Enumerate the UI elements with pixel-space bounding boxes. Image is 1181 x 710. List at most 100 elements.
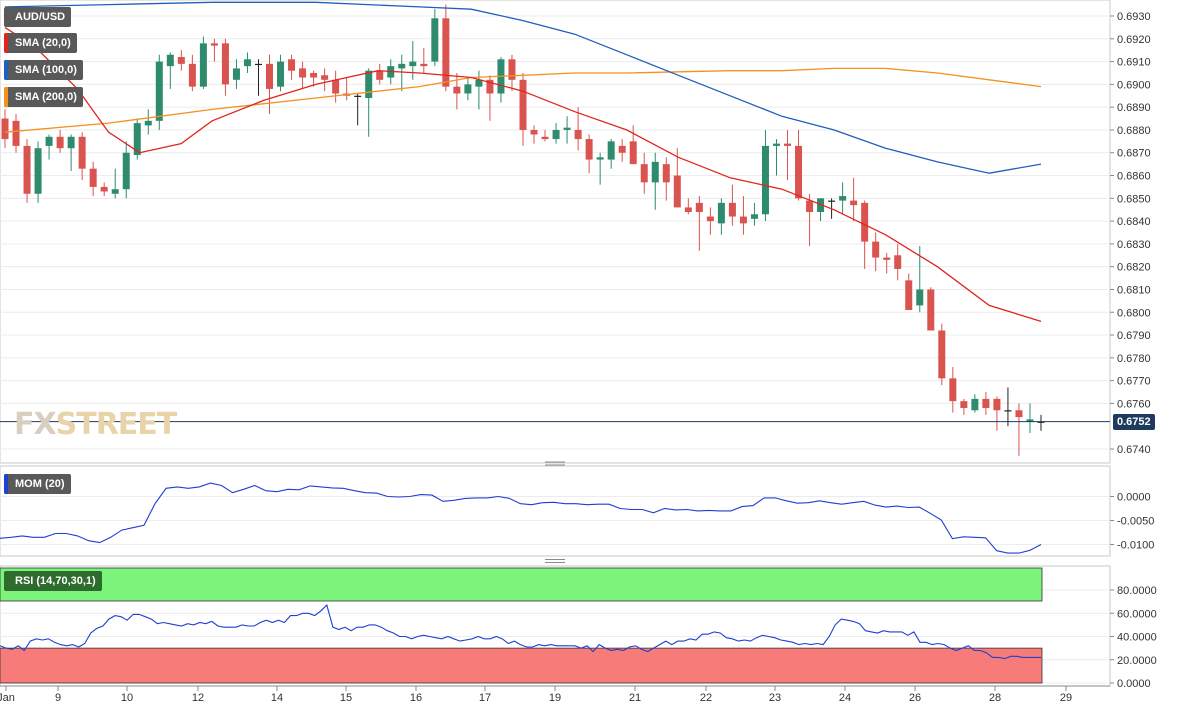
candle-body: [828, 200, 836, 202]
candle-body: [894, 255, 902, 269]
candle-body: [177, 57, 185, 64]
candle-body: [795, 145, 803, 199]
candle-body: [67, 136, 75, 149]
candle-body: [288, 59, 296, 71]
candle-body: [453, 86, 461, 94]
legend-mom: MOM (20): [4, 474, 71, 494]
x-tick-label: 28: [989, 692, 1001, 704]
symbol-label: AUD/USD: [4, 7, 72, 27]
candle-body: [365, 70, 373, 99]
price-tick-label: 0.6930: [1117, 11, 1151, 23]
candle-body: [299, 68, 307, 78]
price-tick-label: 0.6840: [1117, 216, 1151, 228]
rsi-oversold-zone: [0, 647, 1043, 684]
candle-body: [960, 401, 968, 408]
candle-body: [310, 72, 318, 78]
legend-sma200-swatch: [4, 87, 8, 107]
price-tick-label: 0.6810: [1117, 284, 1151, 296]
x-tick-label: 22: [700, 692, 712, 704]
candle-body: [850, 200, 858, 206]
x-tick-label: 16: [410, 692, 422, 704]
x-tick-label: 10: [121, 692, 133, 704]
candle-body: [1037, 421, 1045, 423]
candle-body: [45, 136, 53, 146]
price-tick-label: 0.6870: [1117, 148, 1151, 160]
candle-body: [993, 398, 1001, 411]
mom-tick-label: 0.0000: [1117, 492, 1151, 504]
rsi-overbought-zone: [0, 567, 1043, 602]
candle-body: [376, 70, 384, 80]
price-tick-label: 0.6830: [1117, 239, 1151, 251]
x-tick-label: 15: [340, 692, 352, 704]
candle-body: [111, 189, 119, 194]
price-tick-label: 0.6920: [1117, 34, 1151, 46]
x-tick-label: 29: [1060, 692, 1072, 704]
price-tick-label: 0.6910: [1117, 57, 1151, 69]
candle-body: [519, 79, 527, 130]
price-tick-label: 0.6760: [1117, 398, 1151, 410]
candle-body: [541, 136, 549, 140]
candle-body: [133, 123, 141, 156]
candle-body: [784, 143, 792, 146]
x-tick-label: 12: [192, 692, 204, 704]
candle-body: [1015, 410, 1023, 418]
pane-splitter-0: [545, 461, 565, 463]
fxstreet-watermark: FXSTREET: [14, 407, 177, 442]
candle-body: [739, 216, 747, 224]
candle-body: [607, 141, 615, 160]
candle-body: [442, 18, 450, 87]
price-tick-label: 0.6740: [1117, 444, 1151, 456]
mom-tick-label: -0.0050: [1117, 516, 1154, 528]
price-tick-label: 0.6880: [1117, 125, 1151, 137]
candle-body: [332, 79, 340, 94]
rsi-tick-label: 20.0000: [1117, 655, 1157, 667]
candle-body: [640, 164, 648, 183]
candle-body: [772, 143, 780, 146]
price-tick-label: 0.6800: [1117, 307, 1151, 319]
price-tick-label: 0.6770: [1117, 376, 1151, 388]
candle-body: [1, 118, 9, 140]
candle-body: [475, 79, 483, 87]
candle-body: [574, 129, 582, 140]
candle-body: [210, 43, 218, 46]
candle-body: [23, 145, 31, 194]
price-tick-label: 0.6820: [1117, 262, 1151, 274]
candle-body: [100, 186, 108, 192]
price-tick-label: 0.6860: [1117, 171, 1151, 183]
candle-body: [354, 95, 362, 97]
candle-body: [232, 68, 240, 80]
candle-body: [761, 145, 769, 215]
candle-body: [12, 120, 20, 146]
mom-line: [0, 482, 1042, 554]
candle-body: [552, 129, 560, 140]
candle-body: [883, 257, 891, 260]
candle-body: [629, 141, 637, 165]
rsi-tick-label: 60.0000: [1117, 608, 1157, 620]
legend-mom-swatch: [4, 474, 8, 494]
mom-tick-label: -0.0100: [1117, 540, 1154, 552]
candle-body: [916, 289, 924, 306]
candle-body: [266, 63, 274, 89]
candle-body: [243, 59, 251, 67]
candle-body: [34, 148, 42, 194]
candle-body: [684, 207, 692, 212]
candle-body: [750, 214, 758, 219]
pane-frame-0: [0, 0, 1111, 464]
rsi-tick-label: 0.0000: [1117, 678, 1151, 690]
candle-body: [938, 330, 946, 379]
candle-body: [949, 378, 957, 402]
candle-body: [530, 129, 538, 135]
rsi-tick-label: 40.0000: [1117, 632, 1157, 644]
candle-body: [872, 241, 880, 258]
candle-body: [728, 202, 736, 217]
price-tick-label: 0.6790: [1117, 330, 1151, 342]
candle-body: [122, 152, 130, 190]
price-tick-label: 0.6780: [1117, 353, 1151, 365]
candle-body: [56, 136, 64, 149]
rsi-tick-label: 80.0000: [1117, 585, 1157, 597]
candle-body: [398, 63, 406, 69]
candle-body: [486, 79, 494, 94]
candle-body: [695, 202, 703, 212]
candle-body: [717, 202, 725, 224]
